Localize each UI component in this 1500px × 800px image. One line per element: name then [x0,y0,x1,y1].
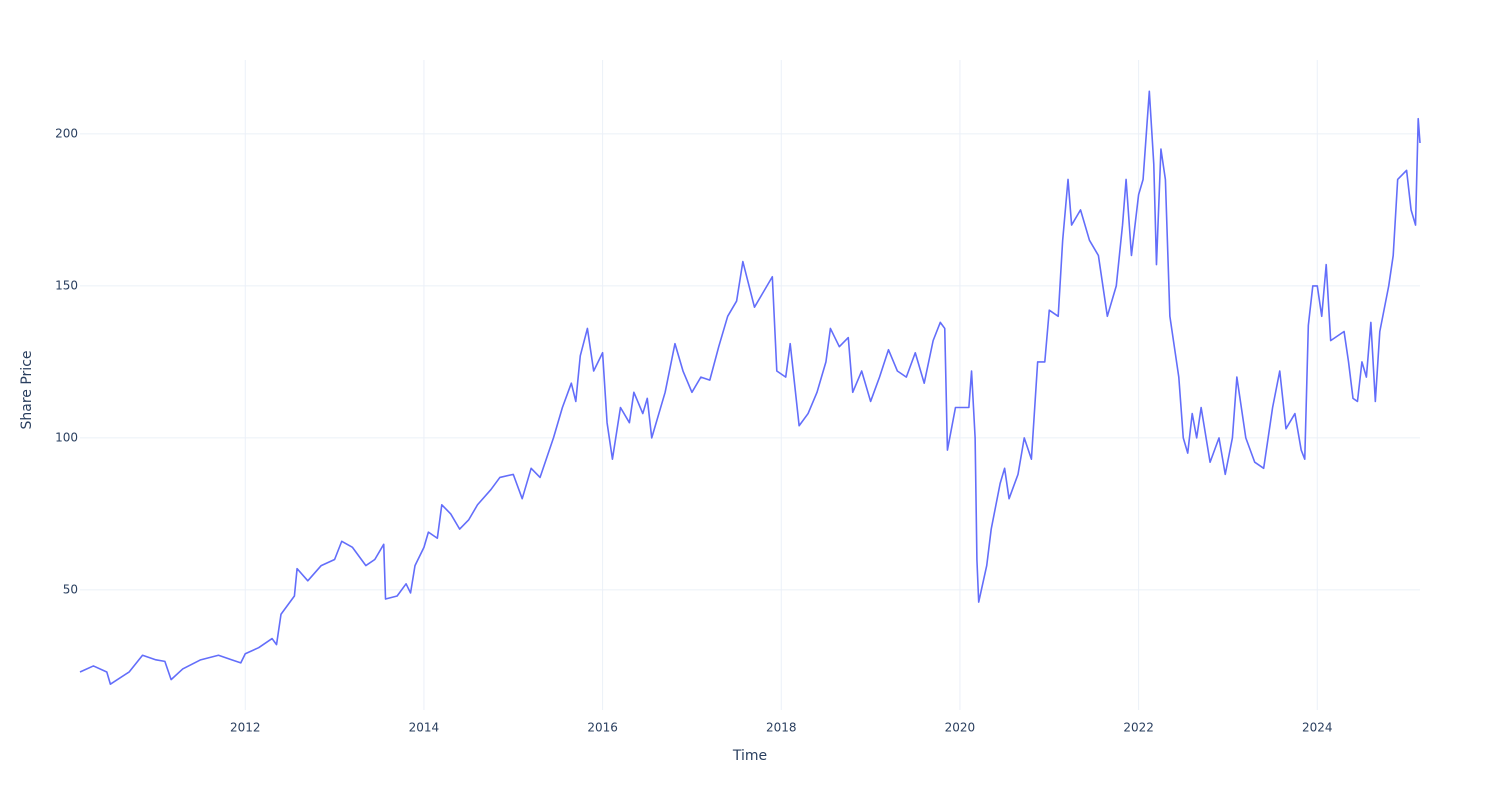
x-tick-label: 2018 [766,721,797,735]
y-tick-label: 200 [55,126,78,140]
x-tick-label: 2016 [587,721,618,735]
price-line [79,90,1421,685]
x-tick-label: 2024 [1302,721,1333,735]
x-axis-title: Time [732,748,767,764]
x-tick-label: 2022 [1123,721,1154,735]
y-axis-title: Share Price [19,350,35,429]
y-tick-label: 50 [63,582,78,596]
x-tick-label: 2020 [945,721,976,735]
x-tick-label: 2014 [409,721,440,735]
y-tick-label: 150 [55,278,78,292]
x-tick-label: 2012 [230,721,261,735]
y-tick-label: 100 [55,430,78,444]
